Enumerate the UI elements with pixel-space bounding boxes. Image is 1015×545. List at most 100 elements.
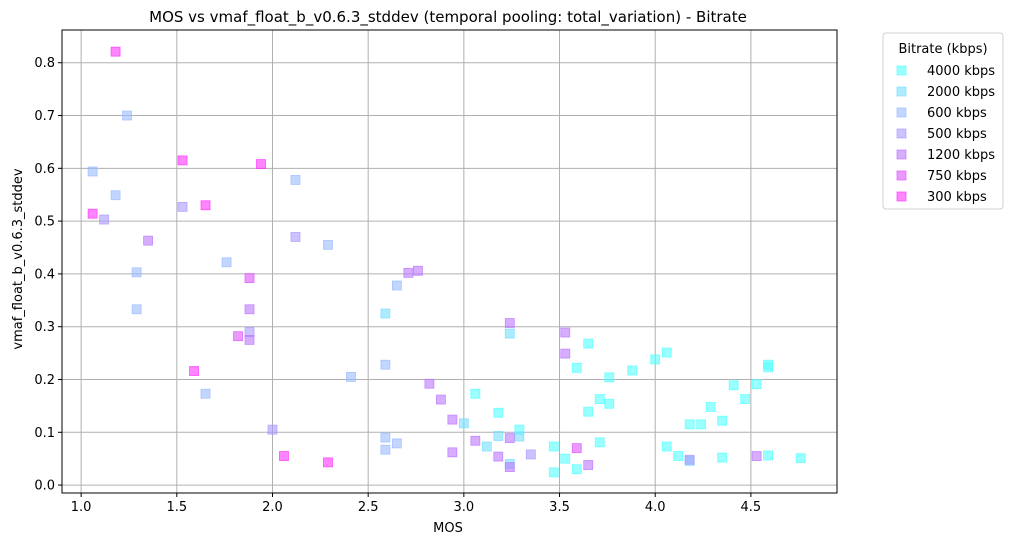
y-tick-label: 0.1 [34, 426, 55, 441]
y-tick-label: 0.2 [34, 373, 55, 388]
data-point [493, 431, 504, 441]
data-point [99, 214, 109, 225]
data-point [684, 454, 695, 465]
data-point [560, 453, 571, 464]
series-500-kbps [99, 201, 695, 465]
legend-marker [896, 86, 907, 97]
data-point [583, 406, 594, 417]
data-point [481, 441, 492, 452]
y-tick-label: 0.4 [34, 267, 55, 282]
data-point [594, 437, 605, 448]
data-point [279, 451, 289, 461]
data-point [604, 372, 615, 383]
data-point [131, 267, 142, 278]
data-point [470, 435, 481, 446]
data-point [177, 201, 188, 212]
chart-title: MOS vs vmaf_float_b_v0.6.3_stddev (tempo… [149, 8, 747, 27]
data-point [571, 443, 582, 454]
x-tick-label: 4.0 [645, 500, 666, 515]
series-600-kbps [87, 110, 402, 455]
data-point [751, 451, 762, 461]
data-point [504, 318, 515, 328]
data-point [447, 447, 458, 458]
legend-label: 750 kbps [927, 169, 987, 184]
y-tick-label: 0.5 [34, 215, 55, 230]
x-tick-label: 3.5 [549, 500, 570, 515]
data-point [504, 433, 515, 443]
data-point [560, 348, 571, 359]
data-point [470, 388, 481, 399]
data-point [256, 159, 266, 169]
data-point [290, 232, 301, 242]
data-point [548, 441, 559, 452]
x-tick-label: 1.0 [71, 500, 92, 515]
data-point [143, 235, 154, 246]
series-300-kbps [87, 46, 333, 468]
legend-label: 4000 kbps [927, 64, 995, 79]
data-point [604, 398, 615, 409]
data-point [705, 402, 716, 412]
data-point [728, 380, 739, 391]
legend-label: 500 kbps [927, 127, 987, 142]
legend-items: 4000 kbps 2000 kbps 600 kbps 500 kbps 1200 k… [896, 64, 995, 205]
data-point [684, 419, 695, 430]
data-point [177, 155, 188, 166]
data-point [131, 304, 142, 315]
data-point [493, 451, 504, 462]
data-point [661, 441, 672, 452]
data-point [661, 347, 672, 358]
data-point [290, 175, 301, 185]
x-tick-label: 3.0 [454, 500, 475, 515]
x-tick-label: 2.5 [358, 500, 379, 515]
data-point [267, 424, 278, 435]
data-point [244, 273, 255, 284]
legend-label: 2000 kbps [927, 85, 995, 100]
data-point [380, 308, 391, 319]
data-point [403, 267, 414, 278]
x-tick-label: 4.5 [741, 500, 762, 515]
data-point [435, 394, 446, 405]
data-point [504, 462, 515, 473]
data-point [673, 451, 684, 461]
data-point [346, 371, 356, 382]
data-point [504, 328, 515, 339]
x-axis-label: MOS [433, 521, 463, 536]
y-axis-label: vmaf_float_b_v0.6.3_stddev [11, 168, 26, 350]
legend-label: 1200 kbps [927, 148, 995, 163]
legend-marker [896, 107, 907, 118]
grid-lines [62, 30, 837, 493]
data-point [110, 46, 121, 57]
series-750-kbps [233, 273, 582, 454]
data-point [380, 444, 391, 455]
data-point [525, 449, 536, 460]
data-point [323, 239, 333, 250]
legend-label: 600 kbps [927, 106, 987, 121]
data-point [244, 334, 255, 345]
data-point [514, 431, 525, 442]
data-point [740, 394, 751, 404]
data-point [391, 280, 402, 291]
legend-marker [896, 170, 907, 181]
legend-marker [896, 191, 907, 202]
data-point [323, 457, 333, 468]
axis-ticks: 1.0 1.5 2.0 2.5 3.0 3.5 4.0 4.5 0.0 0.1 0.2 0.3 0.4 0… [34, 56, 761, 515]
data-point [795, 453, 806, 464]
data-point [424, 378, 435, 389]
data-point [594, 394, 605, 404]
data-point [458, 418, 469, 429]
data-point [717, 452, 728, 463]
data-point [413, 265, 423, 276]
data-point [221, 257, 232, 268]
legend-marker [896, 65, 907, 76]
y-tick-label: 0.0 [34, 479, 55, 494]
data-point [763, 362, 774, 373]
y-tick-label: 0.6 [34, 162, 55, 177]
legend-title: Bitrate (kbps) [898, 42, 987, 57]
data-point [200, 200, 211, 211]
data-point [87, 208, 98, 219]
data-point [560, 327, 571, 338]
data-point [717, 415, 728, 426]
data-point [122, 110, 132, 121]
data-point [571, 362, 582, 373]
